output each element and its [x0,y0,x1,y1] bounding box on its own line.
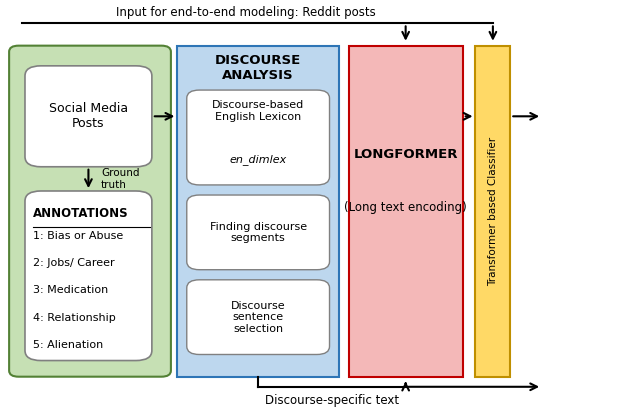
Text: 3: Medication: 3: Medication [33,285,108,295]
Text: 5: Alienation: 5: Alienation [33,340,103,350]
Text: Ground
truth: Ground truth [101,168,140,190]
FancyBboxPatch shape [177,46,339,377]
FancyBboxPatch shape [25,191,152,361]
FancyBboxPatch shape [476,46,510,377]
Text: Input for end-to-end modeling: Reddit posts: Input for end-to-end modeling: Reddit po… [116,6,375,19]
Text: 2: Jobs/ Career: 2: Jobs/ Career [33,258,114,268]
Text: Discourse-specific text: Discourse-specific text [265,394,399,407]
FancyBboxPatch shape [349,46,463,377]
Text: 1: Bias or Abuse: 1: Bias or Abuse [33,230,123,240]
Text: Finding discourse
segments: Finding discourse segments [209,221,307,243]
Text: en_dimlex: en_dimlex [230,154,287,165]
Text: Transformer based Classifier: Transformer based Classifier [488,137,498,286]
FancyBboxPatch shape [187,195,330,270]
FancyBboxPatch shape [25,66,152,167]
Text: 4: Relationship: 4: Relationship [33,313,115,323]
Text: Discourse-based
English Lexicon: Discourse-based English Lexicon [212,100,304,122]
Text: ANNOTATIONS: ANNOTATIONS [33,207,128,220]
Text: Social Media
Posts: Social Media Posts [49,102,128,131]
Text: DISCOURSE
ANALYSIS: DISCOURSE ANALYSIS [214,54,301,82]
FancyBboxPatch shape [187,280,330,354]
Text: (Long text encoding): (Long text encoding) [344,201,467,214]
Text: Discourse
sentence
selection: Discourse sentence selection [231,301,285,334]
Text: LONGFORMER: LONGFORMER [353,148,458,161]
FancyBboxPatch shape [9,46,171,377]
FancyBboxPatch shape [187,90,330,185]
